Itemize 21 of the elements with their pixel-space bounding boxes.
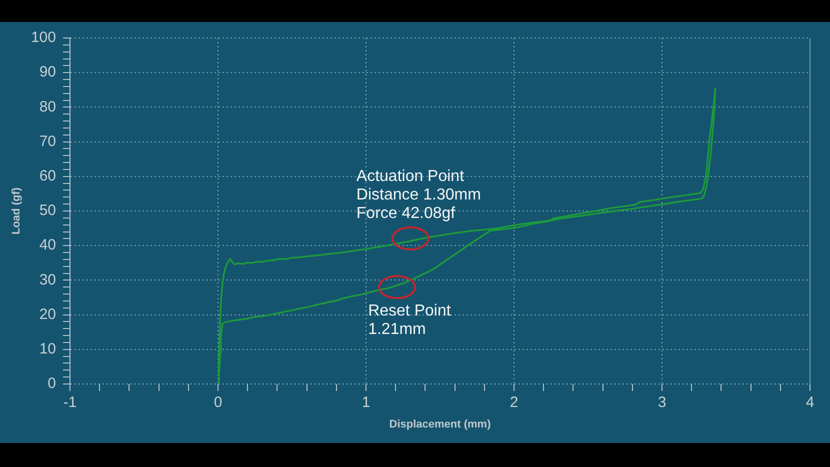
y-tick-label: 0 xyxy=(48,375,56,392)
x-tick-label: 4 xyxy=(806,394,814,412)
y-tick-label: 100 xyxy=(30,29,56,46)
x-tick-label: 2 xyxy=(510,394,518,412)
y-tick-label: 40 xyxy=(39,236,56,254)
y-tick-label: 10 xyxy=(39,340,56,358)
x-tick-label: 3 xyxy=(658,394,666,412)
y-tick-label: 70 xyxy=(39,132,56,150)
x-tick-label: 0 xyxy=(214,394,222,412)
x-tick-label: 1 xyxy=(362,394,370,412)
y-tick-label: 60 xyxy=(39,168,56,185)
annotation: Reset Point 1.21mm xyxy=(368,302,452,338)
y-tick-label: 90 xyxy=(39,64,56,81)
y-tick-label: 80 xyxy=(39,98,56,116)
y-axis-title: Load (gf) xyxy=(10,187,23,235)
annotation: Actuation Point Distance 1.30mm Force 42.08gf xyxy=(356,168,481,222)
y-tick-label: 50 xyxy=(39,202,56,220)
y-tick-label: 30 xyxy=(39,271,56,288)
x-tick-label: -1 xyxy=(63,394,77,412)
y-tick-label: 20 xyxy=(39,306,56,323)
x-axis-title: Displacement (mm) xyxy=(389,418,492,430)
